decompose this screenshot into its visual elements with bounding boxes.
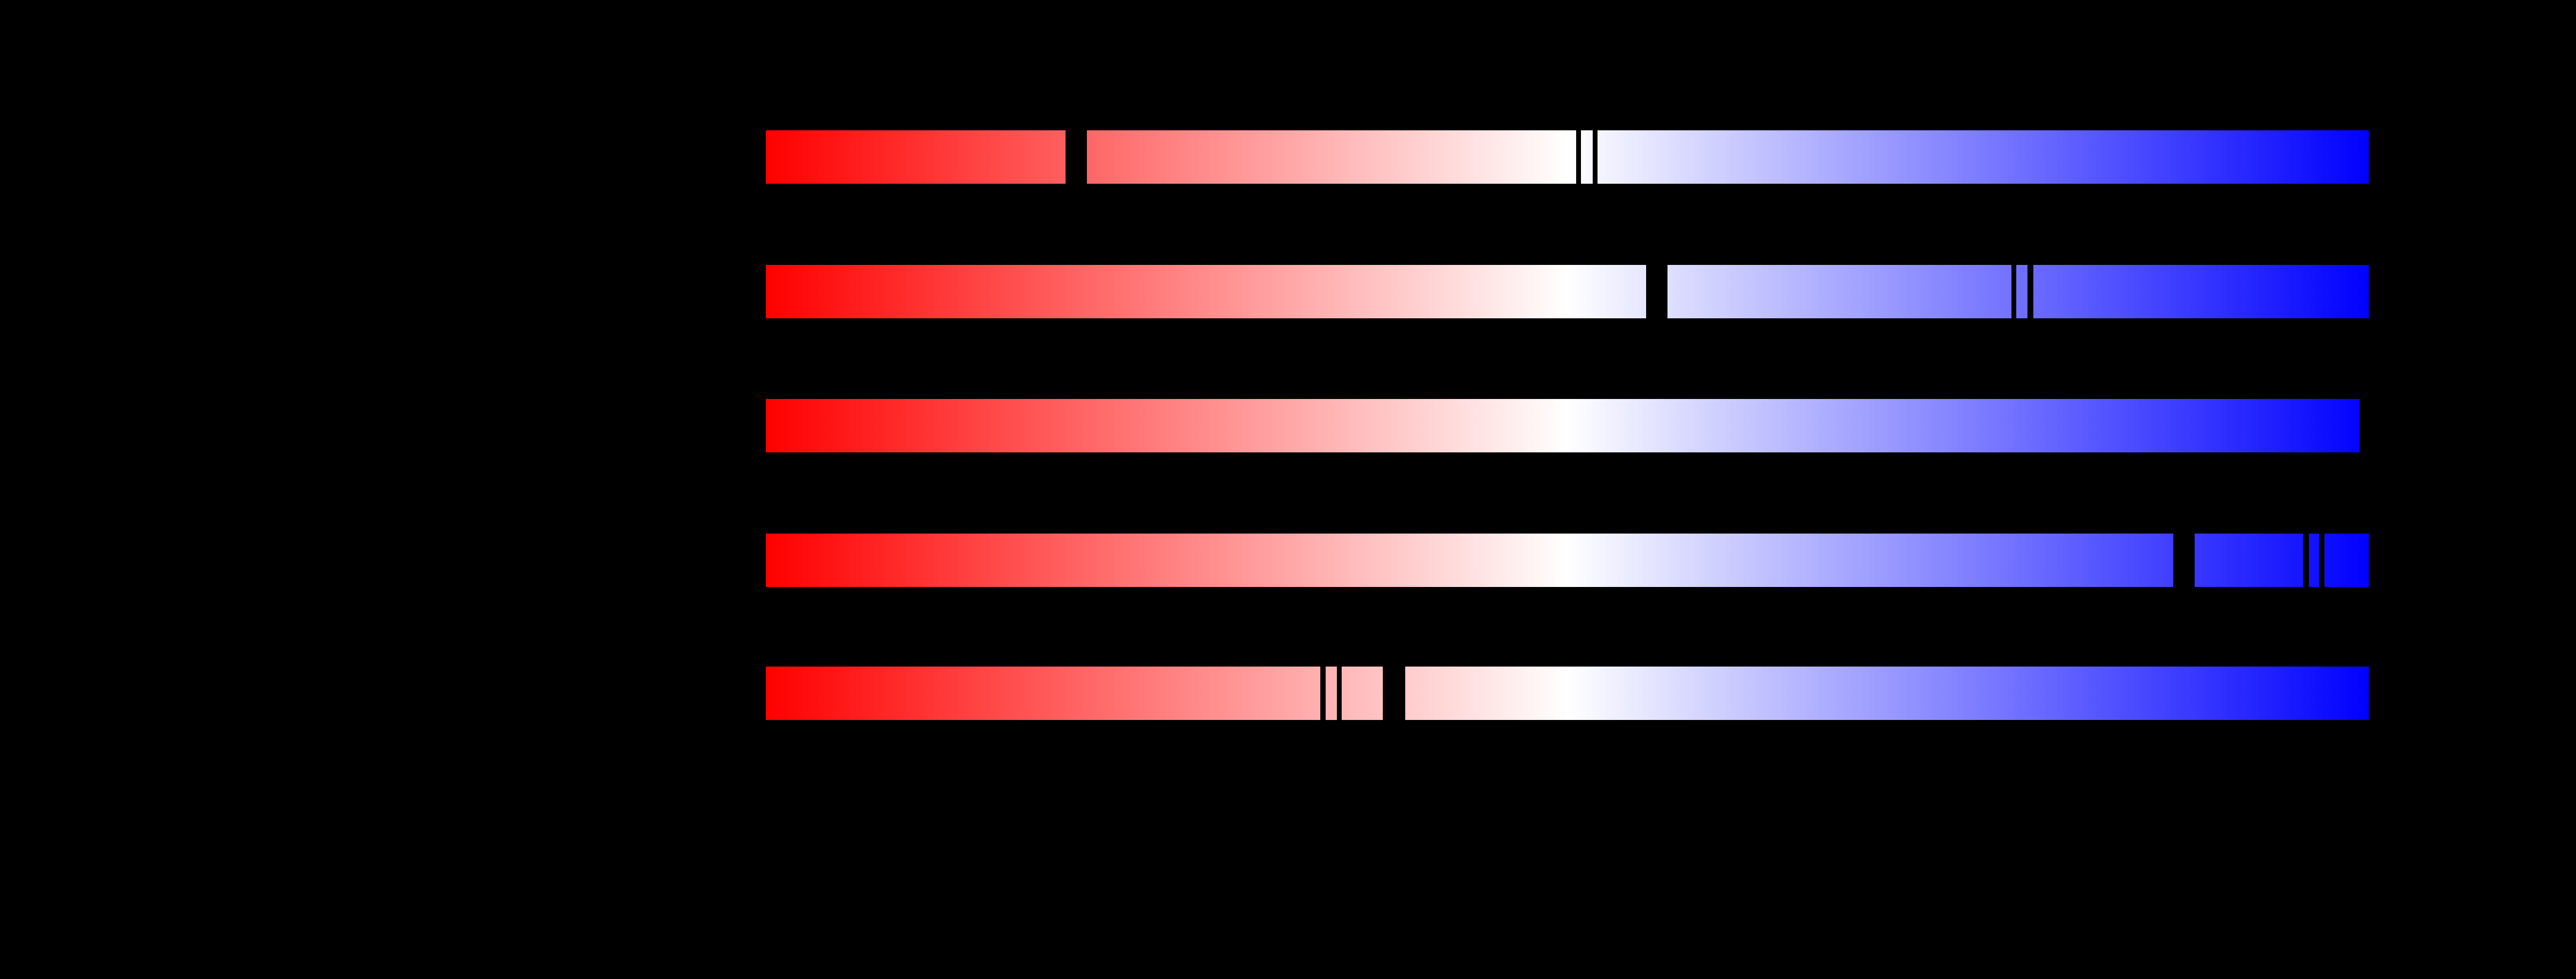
gap-marker bbox=[1646, 265, 1667, 318]
tick-marker bbox=[2319, 534, 2324, 587]
tick-marker bbox=[2027, 265, 2033, 318]
tick-marker bbox=[1576, 130, 1581, 184]
gradient-bar-row-1 bbox=[766, 130, 2369, 184]
gradient-bar-row-4 bbox=[766, 534, 2369, 587]
tick-marker bbox=[2303, 534, 2309, 587]
gradient-bar-row-3 bbox=[766, 399, 2360, 452]
tick-marker bbox=[2011, 265, 2016, 318]
gap-marker bbox=[1066, 130, 1087, 184]
tick-marker bbox=[1337, 667, 1342, 720]
gap-marker bbox=[2173, 534, 2195, 587]
gradient-bar-row-2 bbox=[766, 265, 2369, 318]
tick-marker bbox=[1593, 130, 1598, 184]
gradient-bar-row-5 bbox=[766, 667, 2369, 720]
gap-marker bbox=[1383, 667, 1405, 720]
tick-marker bbox=[1320, 667, 1326, 720]
